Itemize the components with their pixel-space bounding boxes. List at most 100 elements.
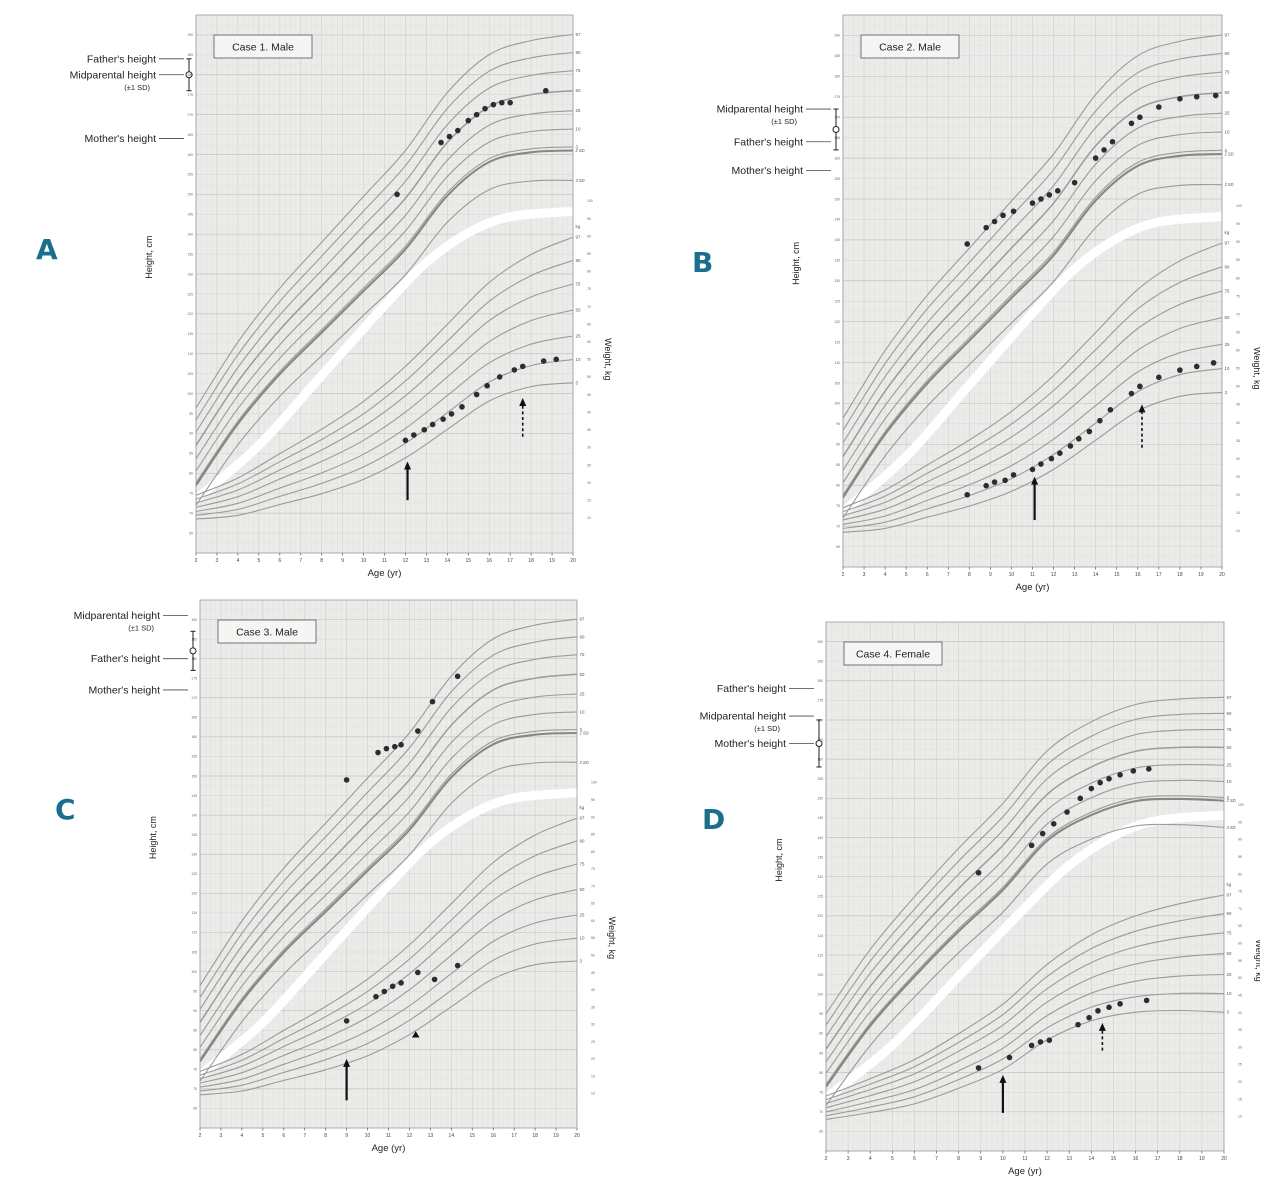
svg-text:100: 100 [1236, 204, 1242, 208]
svg-text:150: 150 [187, 193, 193, 197]
height-percentile-curves [200, 618, 577, 1082]
svg-text:110: 110 [818, 953, 824, 957]
svg-text:50: 50 [576, 88, 581, 93]
svg-text:120: 120 [187, 312, 193, 316]
svg-text:75: 75 [580, 862, 585, 867]
height-percentile-labels: 97 90 75 50 25 10 32 SD 3 SD [1226, 695, 1236, 830]
svg-text:135: 135 [191, 833, 197, 837]
height-axis-ticks: 65 70 75 80 85 90 95 100 105 110 115 120 125 130 135 14… [817, 640, 823, 1134]
svg-text:Mother's height: Mother's height [715, 738, 787, 750]
svg-text:(±1 SD): (±1 SD) [128, 624, 154, 633]
weight-percentile-labels: 97 90 75 50 25 10 3 kg [1225, 230, 1230, 395]
data-points [343, 673, 461, 1038]
svg-text:65: 65 [836, 545, 840, 549]
svg-text:20: 20 [591, 1057, 595, 1061]
svg-text:2 SD: 2 SD [1224, 152, 1234, 157]
svg-text:20: 20 [574, 1133, 580, 1139]
svg-text:100: 100 [591, 781, 597, 785]
svg-text:3: 3 [1227, 1010, 1230, 1015]
svg-text:145: 145 [191, 794, 197, 798]
svg-text:90: 90 [587, 234, 591, 238]
svg-text:5: 5 [905, 572, 908, 578]
svg-text:11: 11 [386, 1133, 391, 1139]
weight-percentile-curves [200, 817, 577, 1096]
svg-text:10: 10 [1009, 572, 1015, 578]
svg-text:20: 20 [570, 558, 576, 564]
svg-text:85: 85 [1238, 855, 1242, 859]
x-axis-title: Age (yr) [368, 568, 402, 579]
svg-text:175: 175 [817, 699, 823, 703]
svg-text:9: 9 [989, 572, 992, 578]
svg-text:150: 150 [191, 774, 197, 778]
svg-text:105: 105 [191, 950, 197, 954]
svg-text:145: 145 [187, 213, 193, 217]
svg-text:3: 3 [216, 558, 219, 564]
svg-text:75: 75 [1236, 294, 1240, 298]
svg-text:3: 3 [220, 1133, 223, 1139]
svg-text:175: 175 [834, 95, 840, 99]
svg-text:Father's height: Father's height [717, 683, 786, 695]
svg-text:65: 65 [587, 322, 591, 326]
svg-text:Mother's height: Mother's height [85, 133, 157, 145]
svg-text:97: 97 [576, 235, 581, 240]
svg-text:75: 75 [819, 1091, 823, 1095]
svg-text:130: 130 [817, 875, 823, 879]
svg-text:65: 65 [1236, 330, 1240, 334]
height-axis-title: Height, cm [791, 242, 801, 285]
panel-case-3: 97 90 75 50 25 10 3 kg 97 90 75 50 25 10 3 2 SD 3 SD Case… [20, 588, 620, 1166]
svg-text:130: 130 [191, 853, 197, 857]
svg-text:15: 15 [1238, 1097, 1242, 1101]
svg-text:4: 4 [240, 1133, 243, 1139]
svg-text:Case 2. Male: Case 2. Male [879, 42, 941, 54]
svg-text:90: 90 [1227, 911, 1232, 916]
svg-text:25: 25 [1238, 1063, 1242, 1067]
grid [842, 15, 1223, 567]
svg-text:10: 10 [580, 936, 585, 941]
parent-height-annotations: Father's height Midparental height (±1 SD)… [70, 53, 193, 145]
svg-text:6: 6 [926, 572, 929, 578]
svg-text:50: 50 [1225, 90, 1230, 95]
svg-text:97: 97 [576, 32, 581, 37]
weight-axis-title: Weight, kg [603, 338, 613, 380]
svg-text:115: 115 [188, 332, 194, 336]
svg-text:185: 185 [187, 53, 193, 57]
svg-text:2: 2 [195, 558, 198, 564]
svg-text:5: 5 [891, 1156, 894, 1162]
event-arrows [404, 398, 527, 501]
svg-text:15: 15 [587, 498, 591, 502]
svg-text:45: 45 [587, 393, 591, 397]
svg-text:160: 160 [187, 153, 193, 157]
svg-text:3: 3 [863, 572, 866, 578]
svg-text:65: 65 [591, 902, 595, 906]
panel-case-2: 97 90 75 50 25 10 3 kg 97 90 75 50 25 10 3 2 SD 3 SD Case… [660, 5, 1260, 603]
svg-text:3: 3 [580, 959, 583, 964]
svg-text:7: 7 [299, 558, 302, 564]
svg-text:11: 11 [1030, 572, 1035, 578]
svg-text:15: 15 [469, 1133, 475, 1139]
svg-text:95: 95 [819, 1012, 823, 1016]
svg-text:40: 40 [587, 410, 591, 414]
height-percentile-labels: 97 90 75 50 25 10 32 SD 3 SD [579, 617, 589, 765]
height-percentile-curves [196, 33, 573, 506]
separator-band [200, 788, 577, 1079]
svg-text:(±1 SD): (±1 SD) [771, 117, 797, 126]
panel-case-1: 97 90 75 50 25 10 3 kg 97 90 75 50 25 10 3 2 SD 3 SD Case… [20, 5, 620, 585]
svg-text:10: 10 [365, 1133, 371, 1139]
svg-text:80: 80 [836, 484, 840, 488]
svg-text:65: 65 [189, 531, 193, 535]
weight-percentile-curves [196, 236, 573, 520]
svg-text:85: 85 [193, 1029, 197, 1033]
svg-text:90: 90 [819, 1032, 823, 1036]
svg-text:75: 75 [591, 867, 595, 871]
separator-band [196, 206, 573, 503]
svg-text:17: 17 [507, 558, 513, 564]
svg-text:100: 100 [587, 199, 593, 203]
svg-text:Midparental height: Midparental height [717, 104, 803, 116]
event-arrows [1031, 404, 1146, 521]
svg-text:14: 14 [445, 558, 451, 564]
svg-text:50: 50 [1238, 976, 1242, 980]
svg-text:145: 145 [817, 816, 823, 820]
